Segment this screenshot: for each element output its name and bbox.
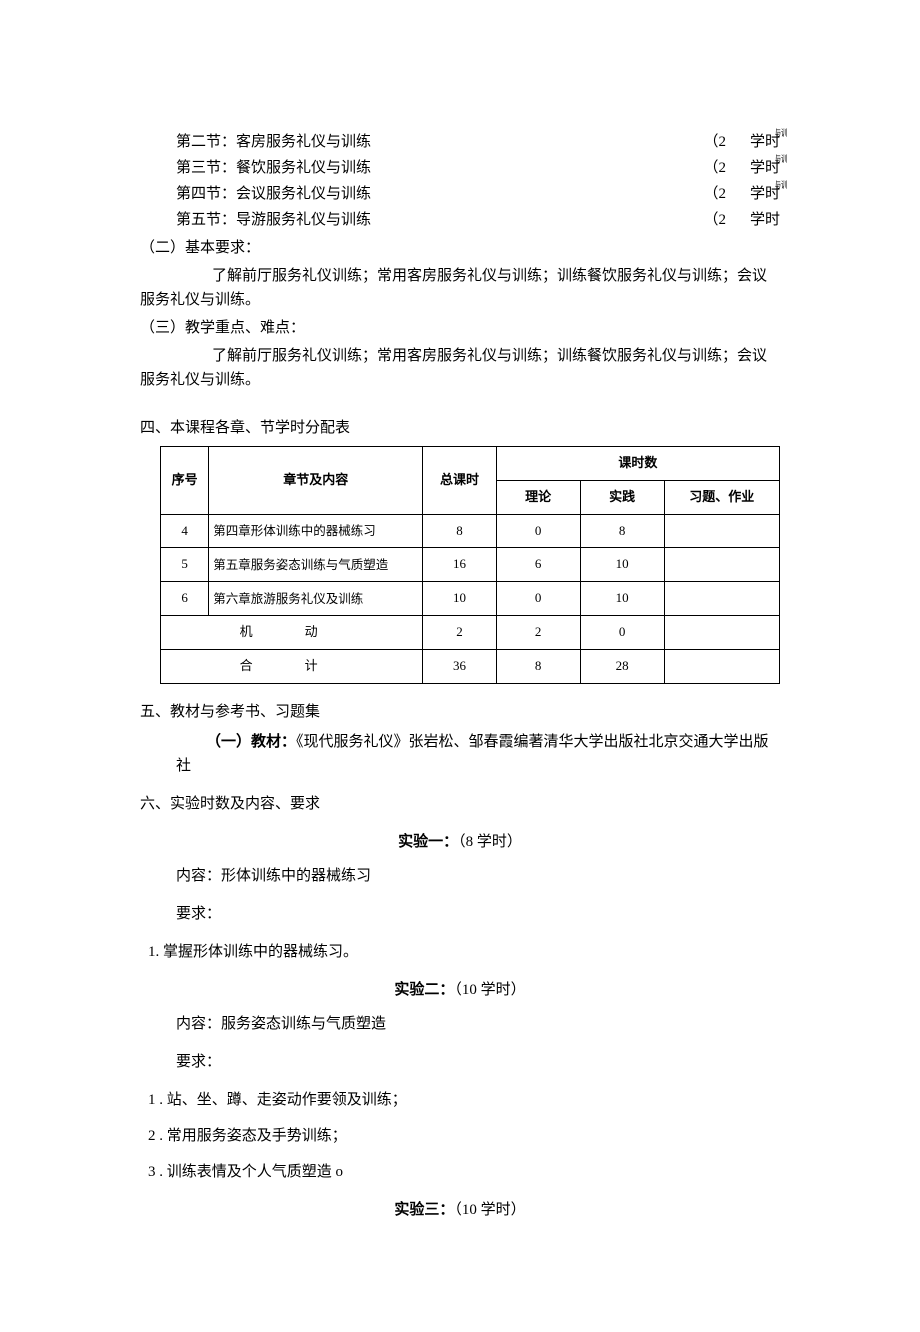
experiment-2-req: 要求： bbox=[176, 1050, 780, 1074]
heading-experiments: 六、实验时数及内容、要求 bbox=[140, 792, 780, 816]
section-label: 第三节：餐饮服务礼仪与训练 bbox=[176, 156, 703, 180]
th-total: 总课时 bbox=[423, 447, 496, 515]
section-item: 第二节：客房服务礼仪与训练 （2 学时 与训 bbox=[176, 130, 780, 154]
textbook-line: （一）教材：《现代服务礼仪》张岩松、邹春霞编著清华大学出版社北京交通大学出版社 bbox=[176, 730, 780, 778]
total-label: 合计 bbox=[161, 649, 423, 683]
experiment-1-req: 要求： bbox=[176, 902, 780, 926]
focus-body: 了解前厅服务礼仪训练；常用客房服务礼仪与训练；训练餐饮服务礼仪与训练；会议服务礼… bbox=[140, 344, 780, 392]
section-label: 第五节：导游服务礼仪与训练 bbox=[176, 208, 703, 232]
subheading-requirements: （二）基本要求： bbox=[140, 236, 780, 260]
th-index: 序号 bbox=[161, 447, 209, 515]
th-chapter: 章节及内容 bbox=[209, 447, 423, 515]
experiment-2-item: 2 . 常用服务姿态及手势训练； bbox=[148, 1124, 780, 1148]
textbook-label: （一）教材： bbox=[206, 734, 296, 750]
section-hours: （2 学时 与训 bbox=[703, 156, 780, 180]
th-practice: 实践 bbox=[580, 480, 664, 514]
section-hours: （2 学时 与训 bbox=[703, 182, 780, 206]
experiment-2-item: 1 . 站、坐、蹲、走姿动作要领及训练； bbox=[148, 1088, 780, 1112]
experiment-2-content: 内容：服务姿态训练与气质塑造 bbox=[176, 1012, 780, 1036]
flex-label: 机动 bbox=[161, 615, 423, 649]
experiment-1-content: 内容：形体训练中的器械练习 bbox=[176, 864, 780, 888]
hours-table: 序号 章节及内容 总课时 课时数 理论 实践 习题、作业 4 第四章形体训练中的… bbox=[160, 446, 780, 684]
table-row: 6 第六章旅游服务礼仪及训练 10 0 10 bbox=[161, 582, 780, 616]
section-label: 第四节：会议服务礼仪与训练 bbox=[176, 182, 703, 206]
table-row-flex: 机动 2 2 0 bbox=[161, 615, 780, 649]
th-hours-group: 课时数 bbox=[496, 447, 779, 481]
table-row: 4 第四章形体训练中的器械练习 8 0 8 bbox=[161, 514, 780, 548]
table-row: 5 第五章服务姿态训练与气质塑造 16 6 10 bbox=[161, 548, 780, 582]
section-hours: （2 学时 与训 bbox=[703, 130, 780, 154]
requirements-body: 了解前厅服务礼仪训练；常用客房服务礼仪与训练；训练餐饮服务礼仪与训练；会议服务礼… bbox=[140, 264, 780, 312]
th-homework: 习题、作业 bbox=[664, 480, 779, 514]
experiment-2-item: 3 . 训练表情及个人气质塑造 o bbox=[148, 1160, 780, 1184]
section-item: 第四节：会议服务礼仪与训练 （2 学时 与训 bbox=[176, 182, 780, 206]
experiment-3-title: 实验三：（10 学时） bbox=[140, 1198, 780, 1222]
th-theory: 理论 bbox=[496, 480, 580, 514]
section-item: 第五节：导游服务礼仪与训练 （2 学时 bbox=[176, 208, 780, 232]
section-item: 第三节：餐饮服务礼仪与训练 （2 学时 与训 bbox=[176, 156, 780, 180]
heading-textbook: 五、教材与参考书、习题集 bbox=[140, 700, 780, 724]
subheading-focus: （三）教学重点、难点： bbox=[140, 316, 780, 340]
section-list: 第二节：客房服务礼仪与训练 （2 学时 与训 第三节：餐饮服务礼仪与训练 （2 … bbox=[140, 130, 780, 232]
section-label: 第二节：客房服务礼仪与训练 bbox=[176, 130, 703, 154]
section-hours: （2 学时 bbox=[703, 208, 780, 232]
experiment-2-title: 实验二：（10 学时） bbox=[140, 978, 780, 1002]
heading-hours-table: 四、本课程各章、节学时分配表 bbox=[140, 416, 780, 440]
experiment-1-item: 1. 掌握形体训练中的器械练习。 bbox=[148, 940, 780, 964]
table-row-total: 合计 36 8 28 bbox=[161, 649, 780, 683]
experiment-1-title: 实验一：（8 学时） bbox=[140, 830, 780, 854]
